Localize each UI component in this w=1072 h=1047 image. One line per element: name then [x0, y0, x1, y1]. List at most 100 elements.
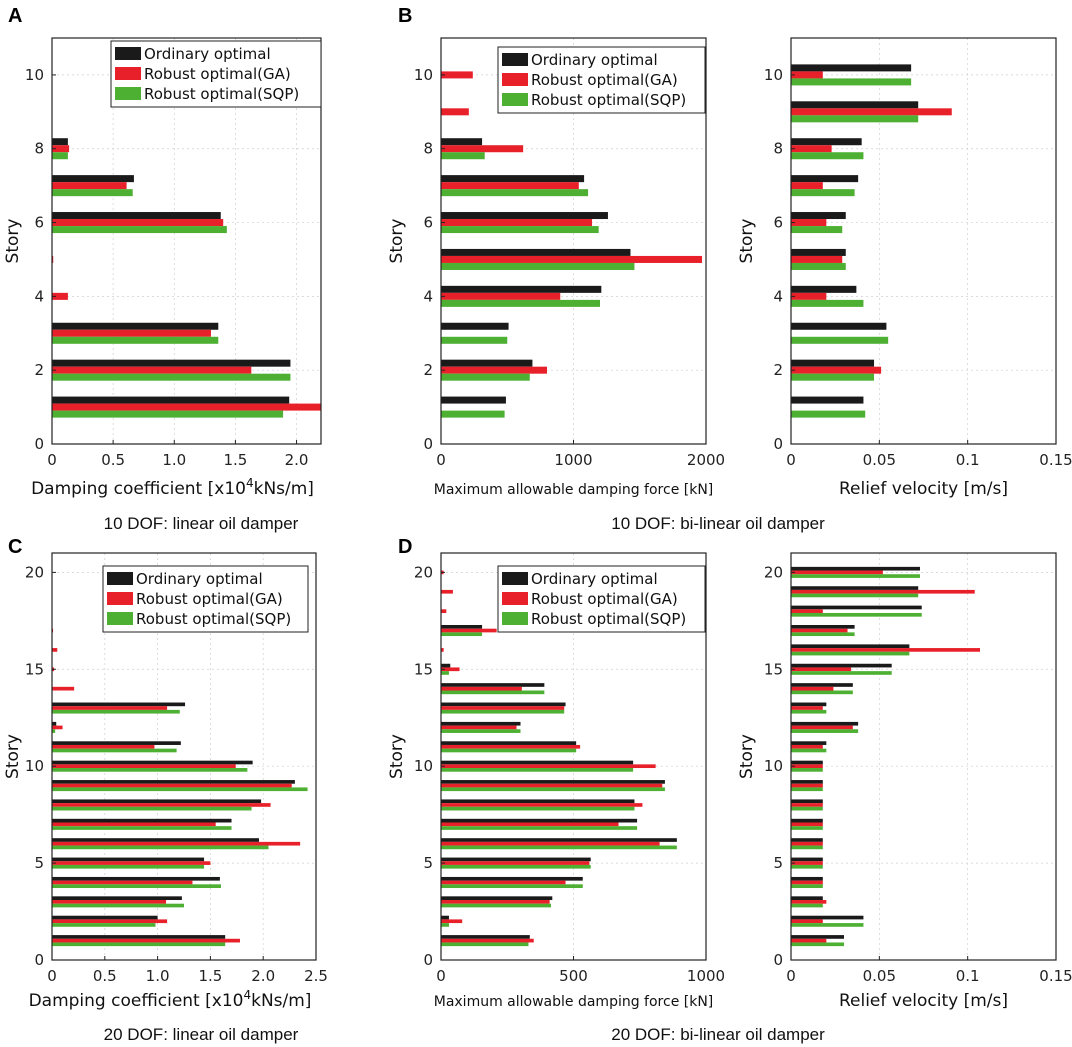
bar-sqp-story-8 [791, 806, 823, 811]
bar-ga-story-15 [441, 667, 460, 672]
bar-ga-story-14 [52, 686, 75, 691]
bar-sqp-story-3 [52, 903, 184, 908]
bar-ordinary-story-7 [791, 818, 823, 823]
panel-letter-c: C [8, 536, 22, 558]
bar-ordinary-story-15 [791, 663, 892, 668]
bar-sqp-story-2 [441, 373, 530, 381]
axes-frame [790, 552, 1057, 961]
bar-sqp-story-13 [52, 709, 180, 714]
chart-panel-d1: 0 500 1000 0 5 10 15 20 Maximum allowable dampin… [387, 552, 725, 1010]
bar-sqp-story-4 [791, 299, 864, 307]
x-tick-label: 0.15 [1039, 451, 1072, 469]
bar-ordinary-story-8 [441, 138, 483, 146]
axes-frame [51, 552, 317, 961]
bar-ordinary-story-6 [791, 212, 846, 220]
bar-ga-story-8 [52, 145, 70, 153]
bar-ordinary-story-7 [441, 818, 638, 823]
bar-sqp-story-7 [52, 189, 133, 197]
bar-ordinary-story-17 [791, 625, 855, 629]
x-tick-label: 1000 [554, 451, 592, 469]
bar-ga-story-20 [791, 570, 883, 575]
bar-ordinary-story-7 [791, 175, 859, 183]
bar-ga-story-8 [52, 803, 271, 807]
y-tick-label: 6 [423, 214, 433, 232]
bar-ga-story-8 [791, 145, 832, 153]
bar-ga-story-12 [52, 725, 63, 730]
bar-ordinary-story-11 [52, 741, 181, 745]
y-tick-label: 8 [34, 140, 44, 158]
bar-ga-story-2 [441, 366, 547, 374]
bar-sqp-story-2 [791, 923, 864, 927]
bar-ga-story-9 [441, 783, 663, 788]
bar-sqp-story-2 [52, 373, 291, 381]
legend-swatch-ga [107, 592, 133, 605]
legend-swatch-ga [502, 73, 528, 86]
bar-sqp-story-1 [791, 410, 866, 418]
bar-ga-story-2 [791, 366, 882, 374]
legend-box [497, 46, 706, 114]
bar-sqp-story-16 [791, 651, 910, 656]
bar-sqp-story-14 [441, 690, 545, 695]
bar-ga-story-7 [791, 182, 823, 190]
bar-ga-story-11 [52, 744, 155, 749]
bar-ordinary-story-4 [441, 876, 583, 881]
bar-ordinary-story-11 [791, 741, 827, 745]
y-tick-label: 5 [34, 854, 44, 872]
y-axis-label: Story [3, 734, 23, 779]
y-tick-label: 0 [423, 435, 433, 453]
bar-sqp-story-5 [441, 864, 591, 869]
legend-label: Ordinary optimal [531, 570, 658, 588]
x-tick-label: 0 [47, 451, 57, 469]
axes-frame [790, 37, 1057, 445]
bar-ordinary-story-12 [791, 721, 859, 726]
y-tick-label: 0 [773, 435, 783, 453]
bar-ordinary-story-10 [441, 760, 634, 765]
legend-swatch-ordinary [115, 47, 141, 60]
bar-ordinary-story-10 [791, 64, 912, 72]
bar-ga-story-5 [441, 255, 703, 263]
bar-sqp-story-3 [441, 903, 551, 908]
bar-ga-story-5 [791, 255, 843, 263]
bar-sqp-story-4 [791, 884, 823, 888]
bar-sqp-story-7 [791, 826, 823, 830]
legend-label: Robust optimal(GA) [136, 590, 283, 608]
y-axis-label: Story [737, 734, 757, 779]
bar-ga-story-10 [52, 764, 236, 769]
bar-sqp-story-5 [441, 262, 635, 270]
bar-sqp-story-1 [52, 410, 284, 418]
bar-sqp-story-8 [52, 806, 252, 811]
bar-ga-story-11 [791, 744, 823, 749]
caption-top-left: 10 DOF: linear oil damper [104, 514, 299, 533]
bar-ga-story-14 [441, 686, 522, 691]
bar-sqp-story-17 [441, 632, 483, 637]
x-tick-label: 1.0 [146, 967, 170, 985]
x-tick-label: 1.5 [223, 451, 247, 469]
y-tick-label: 4 [34, 287, 44, 305]
bar-ga-story-1 [791, 938, 827, 943]
bar-ga-story-4 [441, 292, 561, 300]
bar-ordinary-story-8 [791, 138, 862, 146]
bar-ordinary-story-10 [791, 760, 823, 765]
bar-ordinary-story-2 [791, 359, 875, 367]
bar-sqp-story-1 [791, 942, 844, 947]
bar-ordinary-story-1 [441, 396, 506, 404]
bar-ordinary-story-1 [791, 396, 864, 404]
x-tick-label: 2000 [687, 451, 725, 469]
legend-label: Robust optimal(SQP) [531, 610, 686, 628]
bar-ordinary-story-7 [52, 175, 134, 183]
bar-ordinary-story-3 [52, 896, 182, 901]
bar-ordinary-story-14 [441, 683, 545, 687]
bar-ga-story-7 [52, 822, 216, 827]
legend-label: Robust optimal(SQP) [531, 91, 686, 109]
x-tick-label: 0 [786, 967, 796, 985]
panel-letter-d: D [398, 536, 412, 558]
x-tick-label: 0 [786, 451, 796, 469]
bar-sqp-story-10 [441, 768, 634, 772]
x-tick-label: 0 [47, 967, 57, 985]
legend-box [102, 565, 309, 633]
y-tick-label: 0 [773, 951, 783, 969]
bar-ga-story-17 [441, 628, 497, 633]
bar-ga-story-7 [441, 822, 619, 827]
bar-ordinary-story-19 [791, 586, 919, 590]
bar-ga-story-9 [791, 108, 952, 116]
